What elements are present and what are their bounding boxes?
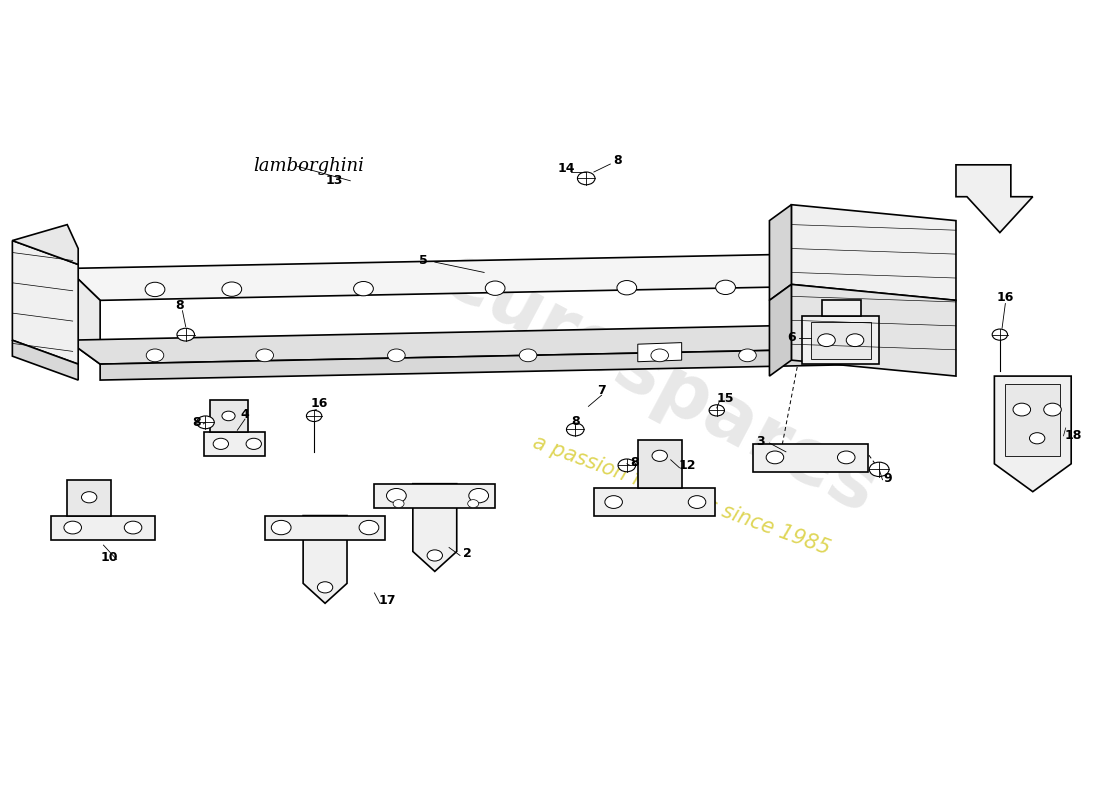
Circle shape — [387, 349, 405, 362]
Text: 17: 17 — [378, 594, 396, 607]
Polygon shape — [12, 241, 78, 364]
Polygon shape — [304, 515, 346, 603]
Polygon shape — [67, 269, 100, 364]
Circle shape — [256, 349, 274, 362]
Circle shape — [124, 521, 142, 534]
Polygon shape — [638, 440, 682, 488]
Circle shape — [485, 281, 505, 295]
Text: 8: 8 — [630, 456, 639, 469]
Polygon shape — [791, 205, 956, 300]
Text: 9: 9 — [883, 472, 892, 485]
Polygon shape — [67, 253, 912, 300]
Circle shape — [617, 281, 637, 295]
Circle shape — [689, 496, 706, 509]
Circle shape — [197, 416, 215, 429]
Polygon shape — [210, 400, 249, 432]
Circle shape — [837, 451, 855, 464]
Polygon shape — [956, 165, 1033, 233]
Circle shape — [710, 405, 725, 416]
Circle shape — [81, 492, 97, 503]
Polygon shape — [67, 480, 111, 515]
Circle shape — [359, 520, 378, 534]
Polygon shape — [769, 205, 791, 300]
Circle shape — [739, 349, 757, 362]
Circle shape — [222, 282, 242, 296]
Circle shape — [767, 451, 783, 464]
Circle shape — [222, 411, 235, 421]
Polygon shape — [374, 484, 495, 508]
Polygon shape — [802, 316, 879, 364]
Circle shape — [427, 550, 442, 561]
Text: eurospares: eurospares — [429, 238, 890, 530]
Text: 6: 6 — [788, 331, 795, 344]
Circle shape — [566, 423, 584, 436]
Text: 18: 18 — [1065, 430, 1082, 442]
Text: 7: 7 — [597, 384, 606, 397]
Circle shape — [846, 334, 864, 346]
Text: 12: 12 — [679, 459, 696, 472]
Text: 2: 2 — [463, 546, 472, 559]
Circle shape — [1044, 403, 1061, 416]
Circle shape — [145, 282, 165, 297]
Polygon shape — [791, 285, 956, 376]
Circle shape — [1030, 433, 1045, 444]
Polygon shape — [67, 324, 879, 364]
Circle shape — [146, 349, 164, 362]
Polygon shape — [205, 432, 265, 456]
Polygon shape — [879, 253, 912, 348]
Text: 16: 16 — [997, 291, 1014, 305]
Polygon shape — [754, 444, 868, 472]
Polygon shape — [811, 322, 871, 358]
Circle shape — [652, 450, 668, 462]
Polygon shape — [769, 285, 791, 376]
Polygon shape — [412, 484, 456, 571]
Text: 13: 13 — [326, 174, 342, 187]
Text: 3: 3 — [757, 435, 764, 448]
Circle shape — [393, 500, 404, 508]
Text: 8: 8 — [175, 299, 184, 313]
Circle shape — [213, 438, 229, 450]
Circle shape — [386, 489, 406, 503]
Circle shape — [618, 459, 636, 472]
Circle shape — [578, 172, 595, 185]
Circle shape — [1013, 403, 1031, 416]
Circle shape — [817, 334, 835, 346]
Polygon shape — [12, 340, 78, 380]
Circle shape — [869, 462, 889, 477]
Circle shape — [651, 349, 669, 362]
Polygon shape — [994, 376, 1071, 492]
Polygon shape — [265, 515, 385, 539]
Polygon shape — [12, 225, 78, 265]
Polygon shape — [51, 515, 155, 539]
Circle shape — [318, 582, 332, 593]
Circle shape — [353, 282, 373, 296]
Text: a passion for parts since 1985: a passion for parts since 1985 — [530, 433, 833, 559]
Text: 15: 15 — [717, 392, 735, 405]
Text: 5: 5 — [419, 254, 428, 267]
Circle shape — [716, 280, 736, 294]
Circle shape — [64, 521, 81, 534]
Circle shape — [177, 328, 195, 341]
Polygon shape — [100, 348, 879, 380]
Text: 16: 16 — [311, 398, 328, 410]
Circle shape — [307, 410, 322, 422]
Circle shape — [246, 438, 262, 450]
Polygon shape — [1005, 384, 1060, 456]
Text: 4: 4 — [241, 408, 250, 421]
Circle shape — [605, 496, 623, 509]
Circle shape — [992, 329, 1008, 340]
Circle shape — [272, 520, 292, 534]
Text: 8: 8 — [614, 154, 623, 167]
Circle shape — [468, 500, 478, 508]
Text: 10: 10 — [100, 551, 118, 564]
Polygon shape — [594, 488, 715, 515]
Circle shape — [469, 489, 488, 503]
Polygon shape — [638, 342, 682, 362]
Text: lamborghini: lamborghini — [254, 158, 364, 175]
Text: 8: 8 — [571, 415, 580, 428]
Text: 8: 8 — [192, 416, 201, 429]
Text: 14: 14 — [558, 162, 575, 175]
Polygon shape — [822, 300, 860, 316]
Circle shape — [519, 349, 537, 362]
